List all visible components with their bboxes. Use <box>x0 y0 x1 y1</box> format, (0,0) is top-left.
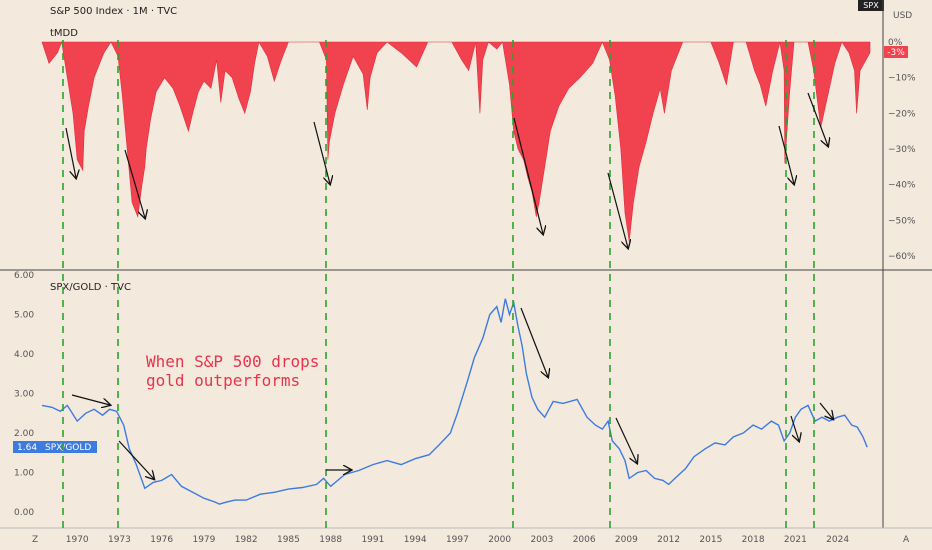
arrow[interactable] <box>520 307 548 377</box>
corner-label-right[interactable]: A <box>903 535 910 545</box>
x-tick-label: 2006 <box>573 535 596 545</box>
ratio-y-tick-label: 0.00 <box>14 508 34 518</box>
drawdown-y-tick-label: −40% <box>888 181 916 191</box>
ratio-y-axis[interactable]: 0.00 1.00 2.00 3.00 4.00 5.00 6.00 <box>14 271 34 518</box>
ratio-last-badge-name: SPX/GOLD <box>45 443 91 453</box>
drawdown-pane[interactable]: tMDD 0% −10% −20% −30% −40% −50% −60% -3% <box>41 28 916 262</box>
ratio-last-badge-value: 1.64 <box>17 443 37 453</box>
annotation-line-2: gold outperforms <box>146 371 300 390</box>
spx-gold-line <box>41 298 868 505</box>
ratio-y-tick-label: 5.00 <box>14 311 34 321</box>
ratio-pane-title: SPX/GOLD · TVC <box>50 282 131 293</box>
drawdown-y-tick-label: −10% <box>888 74 916 84</box>
arrow[interactable] <box>124 149 145 218</box>
drawdown-pane-title: tMDD <box>50 28 78 39</box>
spx-badge[interactable]: SPX <box>863 1 879 10</box>
arrow[interactable] <box>71 394 110 405</box>
x-tick-label: 2015 <box>699 535 722 545</box>
ratio-last-badge-bg <box>13 441 97 453</box>
x-tick-label: 2024 <box>826 535 849 545</box>
annotation-line-1: When S&P 500 drops <box>146 352 319 371</box>
x-tick-label: 1970 <box>66 535 89 545</box>
arrow[interactable] <box>790 415 799 441</box>
x-tick-label: 1976 <box>150 535 173 545</box>
arrow[interactable] <box>607 172 628 248</box>
arrow[interactable] <box>819 402 833 419</box>
x-tick-label: 1991 <box>361 535 384 545</box>
top-strip: S&P 500 Index · 1M · TVC SPX USD <box>50 0 912 21</box>
x-tick-label: 2012 <box>657 535 680 545</box>
top-title: S&P 500 Index · 1M · TVC <box>50 6 177 17</box>
x-tick-label: 1973 <box>108 535 131 545</box>
x-tick-label: 2009 <box>615 535 638 545</box>
x-tick-label: 2021 <box>784 535 807 545</box>
drawdown-area <box>41 40 871 242</box>
ratio-y-tick-label: 3.00 <box>14 390 34 400</box>
time-axis[interactable]: 1970 1973 1976 1979 1982 1985 1988 1991 1994 1997… <box>66 535 850 545</box>
drawdown-last-badge: -3% <box>887 48 905 58</box>
arrow[interactable] <box>807 92 828 146</box>
arrow[interactable] <box>65 127 76 178</box>
currency-label: USD <box>893 11 912 21</box>
drawdown-y-tick-label: 0% <box>888 38 903 48</box>
ratio-y-tick-label: 1.00 <box>14 469 34 479</box>
corner-label-left[interactable]: Z <box>32 535 38 545</box>
arrow[interactable] <box>778 125 794 184</box>
spx-badge-bg[interactable] <box>858 0 884 11</box>
ratio-y-tick-label: 2.00 <box>14 429 34 439</box>
ratio-y-tick-label: 4.00 <box>14 350 34 360</box>
drawdown-y-tick-label: −50% <box>888 216 916 226</box>
x-tick-label: 1988 <box>319 535 342 545</box>
ratio-pane[interactable]: SPX/GOLD · TVC 0.00 1.00 2.00 3.00 4.00 5.00 6… <box>13 271 868 518</box>
ratio-y-tick-label: 6.00 <box>14 271 34 281</box>
x-tick-label: 2000 <box>488 535 511 545</box>
x-tick-label: 2003 <box>530 535 553 545</box>
drawdown-last-badge-bg <box>884 46 908 58</box>
drawdown-y-tick-label: −30% <box>888 145 916 155</box>
x-tick-label: 2018 <box>742 535 765 545</box>
x-tick-label: 1997 <box>446 535 469 545</box>
guide-lines <box>62 40 815 528</box>
trend-arrows[interactable] <box>65 92 833 479</box>
arrow[interactable] <box>513 117 543 234</box>
drawdown-y-axis[interactable]: 0% −10% −20% −30% −40% −50% −60% <box>888 38 916 262</box>
arrow[interactable] <box>615 417 637 463</box>
x-tick-label: 1982 <box>235 535 258 545</box>
x-tick-label: 1979 <box>192 535 215 545</box>
drawdown-y-tick-label: −20% <box>888 109 916 119</box>
x-tick-label: 1994 <box>404 535 427 545</box>
arrow[interactable] <box>313 121 330 184</box>
x-tick-label: 1985 <box>277 535 300 545</box>
drawdown-y-tick-label: −60% <box>888 252 916 262</box>
arrow[interactable] <box>118 440 154 479</box>
